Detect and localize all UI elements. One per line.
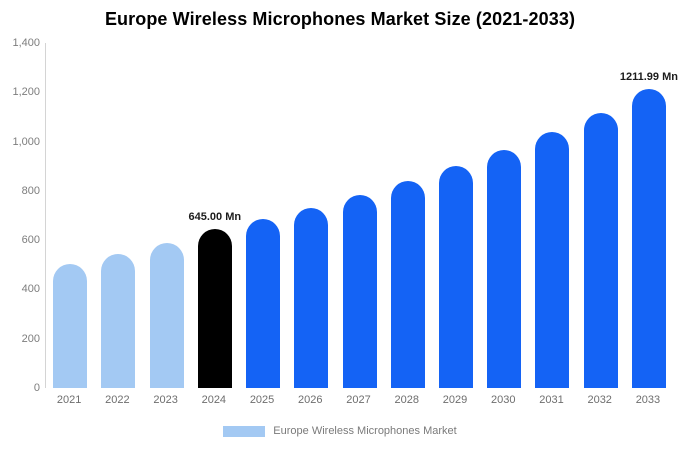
x-axis-label: 2027 — [346, 394, 371, 406]
y-axis-tick-label: 400 — [21, 283, 40, 296]
bar-value-label: 645.00 Mn — [188, 211, 242, 224]
legend-label: Europe Wireless Microphones Market — [273, 425, 457, 437]
legend-swatch — [223, 425, 266, 437]
bar-2025[interactable] — [246, 219, 281, 388]
bar-slot — [577, 43, 625, 388]
y-axis-tick-label: 1,000 — [12, 135, 40, 148]
bar-slot — [287, 43, 335, 388]
bar-2028[interactable] — [390, 181, 425, 388]
bar-slot — [335, 43, 383, 388]
bar-slot — [384, 43, 432, 388]
bar-2031[interactable] — [535, 131, 570, 388]
y-axis-tick-label: 1,200 — [12, 86, 40, 99]
y-axis-tick-label: 600 — [21, 234, 40, 247]
bar-slot — [46, 43, 94, 388]
y-axis-tick-label: 1,400 — [12, 37, 40, 49]
y-axis-tick-label: 800 — [21, 184, 40, 197]
bar-2033[interactable] — [631, 89, 666, 388]
x-axis-label: 2022 — [105, 394, 130, 406]
bar-2024[interactable] — [197, 229, 232, 388]
bar-2026[interactable] — [294, 208, 329, 388]
x-axis-label: 2032 — [587, 394, 612, 406]
x-axis: 2021 2022 2023 2024 2025 2026 2027 2028 2029 2030… — [45, 394, 672, 406]
bar-2030[interactable] — [487, 150, 522, 388]
x-axis-label: 2024 — [201, 394, 227, 406]
x-axis-label: 2023 — [153, 394, 178, 406]
x-axis-label: 2026 — [298, 394, 323, 406]
bar-value-label: 1211.99 Mn — [619, 71, 678, 84]
bar-2032[interactable] — [583, 113, 618, 388]
x-axis-label: 2028 — [394, 394, 419, 406]
bar-2022[interactable] — [101, 253, 136, 388]
x-axis-label: 2033 — [635, 394, 661, 406]
bar-slot — [432, 43, 480, 388]
y-axis-tick-label: 200 — [21, 332, 40, 345]
plot-area: 645.00 Mn 1211.99 Mn — [45, 43, 678, 388]
y-axis-tick-label: 0 — [33, 382, 40, 394]
bar-slot — [480, 43, 528, 388]
x-axis-label: 2031 — [539, 394, 564, 406]
x-axis-label: 2030 — [490, 394, 516, 406]
x-axis-label: 2021 — [56, 394, 82, 406]
bar-2023[interactable] — [149, 242, 184, 388]
bar-slot — [528, 43, 576, 388]
bar-slot: 645.00 Mn — [188, 43, 242, 388]
bar-slot — [142, 43, 190, 388]
bar-slot — [239, 43, 287, 388]
x-axis-label: 2025 — [249, 394, 275, 406]
y-axis: 0 200 400 600 800 1,000 1,200 1,400 — [0, 37, 40, 394]
legend-item[interactable]: Europe Wireless Microphones Market — [0, 425, 680, 437]
bar-2027[interactable] — [342, 194, 377, 388]
bar-2021[interactable] — [53, 263, 88, 388]
chart-title: Europe Wireless Microphones Market Size … — [104, 9, 576, 29]
x-axis-label: 2029 — [442, 394, 468, 406]
bar-slot: 1211.99 Mn — [620, 43, 678, 388]
bar-slot — [94, 43, 142, 388]
bar-2029[interactable] — [438, 166, 473, 388]
